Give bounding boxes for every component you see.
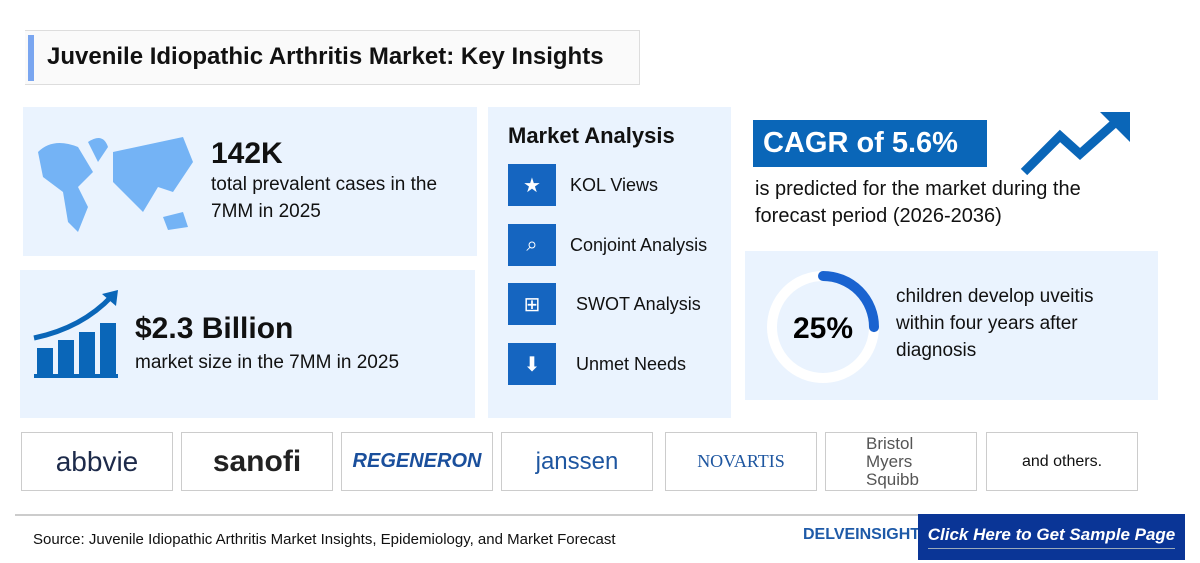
item-label: Conjoint Analysis: [570, 234, 708, 255]
cagr-text: is predicted for the market during the f…: [755, 178, 1081, 227]
market-analysis-card: Market Analysis ★ KOL Views ⌕ Conjoint Ana…: [488, 107, 731, 418]
kol-views-item[interactable]: ★ KOL Views: [508, 164, 658, 206]
item-label: KOL Views: [570, 174, 659, 195]
uveitis-card: 25% children develop uveitis within four…: [745, 251, 1158, 400]
growth-chart-icon: [33, 290, 118, 378]
prevalence-card: 142K total prevalent cases in the 7MM in…: [23, 107, 477, 256]
title-box: Juvenile Idiopathic Arthritis Market: Ke…: [25, 30, 640, 85]
conjoint-analysis-item[interactable]: ⌕ Conjoint Analysis: [508, 224, 707, 266]
market-analysis-heading: Market Analysis: [508, 123, 675, 148]
footer-divider: [15, 514, 918, 516]
market-size-text: market size in the 7MM in 2025: [135, 352, 400, 373]
uveitis-text: children develop uveitis within four yea…: [896, 286, 1094, 361]
uveitis-ring: 25%: [767, 271, 879, 383]
prevalence-text: total prevalent cases in the 7MM in 2025: [211, 174, 438, 222]
swot-analysis-item[interactable]: ⊞ SWOT Analysis: [508, 283, 701, 325]
bms-logo: Bristol Myers Squibb: [825, 432, 977, 491]
trend-arrow-icon: [1020, 112, 1130, 176]
item-label: SWOT Analysis: [576, 293, 701, 314]
swot-icon: ⊞: [508, 283, 556, 325]
sanofi-logo: sanofi: [181, 432, 333, 491]
uveitis-ring-fill: [767, 271, 879, 383]
analysis-icon: ⌕: [508, 224, 556, 266]
abbvie-logo: abbvie: [21, 432, 173, 491]
world-map-icon: [38, 137, 193, 232]
cta-label: Click Here to Get Sample Page: [927, 525, 1176, 549]
page-title: Juvenile Idiopathic Arthritis Market: Ke…: [47, 43, 604, 70]
title-accent: [28, 35, 34, 81]
novartis-logo: NOVARTIS: [665, 432, 817, 491]
janssen-logo: janssen: [501, 432, 653, 491]
get-sample-page-button[interactable]: Click Here to Get Sample Page: [918, 514, 1185, 560]
and-others-label: and others.: [986, 432, 1138, 491]
delveinsight-logo: DELVEINSIGHT: [803, 526, 921, 543]
uveitis-value: 25%: [793, 312, 853, 345]
market-size-card: $2.3 Billion market size in the 7MM in 2…: [20, 270, 475, 418]
kol-icon: ★: [508, 164, 556, 206]
regeneron-logo: REGENERON: [341, 432, 493, 491]
cagr-badge: CAGR of 5.6%: [753, 120, 987, 167]
prevalence-value: 142K: [211, 137, 283, 170]
source-text: Source: Juvenile Idiopathic Arthritis Ma…: [33, 531, 616, 548]
unmet-needs-icon: ⬇: [508, 343, 556, 385]
item-label: Unmet Needs: [576, 353, 687, 374]
unmet-needs-item[interactable]: ⬇ Unmet Needs: [508, 343, 686, 385]
market-size-value: $2.3 Billion: [135, 312, 294, 345]
